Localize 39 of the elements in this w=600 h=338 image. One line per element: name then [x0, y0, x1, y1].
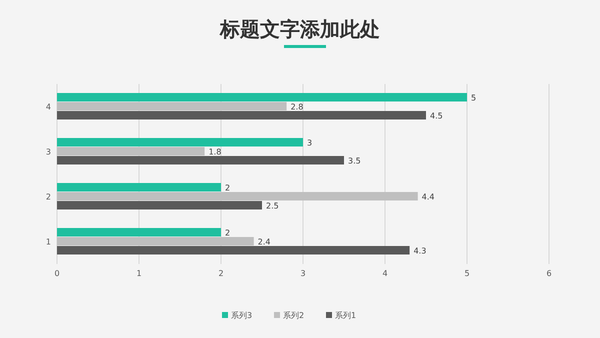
legend-label: 系列1 — [335, 311, 356, 320]
legend-label: 系列3 — [231, 311, 252, 320]
x-tick-label: 5 — [464, 269, 470, 278]
data-label: 3.5 — [348, 156, 361, 166]
bar — [57, 237, 254, 246]
bar — [57, 147, 205, 156]
bar — [57, 111, 426, 120]
y-tick-label: 1 — [46, 238, 51, 246]
bar — [57, 201, 262, 210]
bar — [57, 102, 287, 110]
y-tick-label: 2 — [46, 192, 51, 202]
data-label: 2 — [225, 228, 230, 238]
bar — [57, 228, 221, 236]
data-label: 2.8 — [290, 102, 304, 112]
data-label: 4.4 — [422, 192, 435, 202]
data-label: 2.4 — [258, 238, 271, 246]
x-tick-label: 6 — [546, 269, 552, 278]
bar — [57, 192, 418, 200]
bar — [57, 183, 221, 192]
x-tick-label: 1 — [136, 269, 142, 278]
bar — [57, 138, 303, 146]
data-label: 3 — [307, 138, 312, 148]
data-label: 4.5 — [430, 112, 443, 120]
chart-title: 标题文字添加此处 — [219, 17, 380, 41]
x-tick-label: 4 — [382, 269, 388, 278]
y-tick-label: 4 — [46, 102, 51, 112]
x-tick-label: 2 — [218, 269, 224, 278]
bar — [57, 246, 410, 254]
y-tick-label: 3 — [46, 148, 51, 156]
data-label: 2.5 — [266, 202, 279, 210]
x-tick-label: 3 — [300, 269, 306, 278]
data-label: 5 — [471, 94, 476, 102]
data-label: 1.8 — [208, 148, 222, 156]
data-label: 2 — [225, 184, 230, 192]
bar — [57, 93, 467, 102]
data-label: 4.3 — [414, 246, 426, 256]
bar — [57, 156, 344, 164]
legend-label: 系列2 — [283, 311, 304, 320]
x-tick-label: 0 — [54, 269, 60, 278]
